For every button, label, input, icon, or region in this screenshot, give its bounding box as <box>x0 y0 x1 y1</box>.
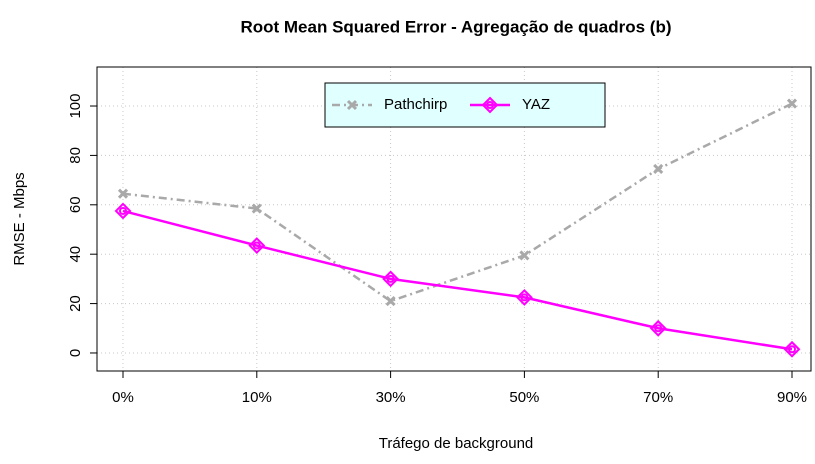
y-tick-label: 20 <box>67 295 84 312</box>
point <box>519 250 530 261</box>
y-tick-label: 40 <box>67 246 84 263</box>
point <box>783 340 801 358</box>
x-tick-label: 10% <box>242 389 272 406</box>
marker-diamond <box>481 96 499 114</box>
legend-label: YAZ <box>522 96 550 113</box>
marker-x <box>117 188 129 199</box>
marker-diamond <box>649 319 667 337</box>
marker-x <box>653 163 664 175</box>
series-line <box>122 102 793 303</box>
marker-x <box>385 296 396 307</box>
marker-diamond <box>515 288 533 306</box>
legend-marker <box>346 99 358 111</box>
y-tick-label: 100 <box>67 94 84 119</box>
x-axis-label: Tráfego de background <box>379 435 534 452</box>
legend-box <box>324 82 606 128</box>
point <box>786 98 798 109</box>
marker-diamond <box>783 340 801 358</box>
plot-frame <box>96 66 812 372</box>
marker-dot <box>119 206 127 215</box>
point <box>515 288 533 306</box>
point <box>649 319 667 337</box>
series-line <box>122 209 793 351</box>
y-tick-label: 60 <box>67 196 84 213</box>
y-tick-label: 80 <box>67 147 84 164</box>
marker-dot <box>520 293 529 302</box>
point <box>117 188 129 199</box>
marker-diamond <box>114 202 132 220</box>
marker-x <box>786 98 798 109</box>
chart-title: Root Mean Squared Error - Agregação de q… <box>240 17 671 36</box>
marker-dot <box>788 345 796 354</box>
marker-dot <box>486 101 494 109</box>
point <box>382 270 400 288</box>
legend-label: Pathchirp <box>384 96 447 113</box>
marker-dot <box>654 324 663 333</box>
x-tick-label: 90% <box>777 389 807 406</box>
marker-diamond <box>248 237 266 254</box>
x-tick-label: 50% <box>509 389 539 406</box>
x-tick-label: 70% <box>643 389 673 406</box>
point <box>251 203 262 214</box>
marker-x <box>251 203 262 214</box>
legend: Pathchirp YAZ <box>324 82 606 128</box>
marker-x <box>519 250 530 261</box>
y-tick-label: 0 <box>67 349 84 357</box>
point <box>653 163 664 175</box>
point <box>385 296 396 307</box>
marker-dot <box>252 241 261 250</box>
point <box>248 237 266 254</box>
marker-x <box>346 99 358 111</box>
x-tick-label: 30% <box>376 389 406 406</box>
marker-diamond <box>382 270 400 288</box>
y-axis-label: RMSE - Mbps <box>11 172 28 265</box>
point <box>114 202 132 220</box>
x-tick-label: 0% <box>112 389 134 406</box>
legend-marker <box>481 96 499 114</box>
marker-dot <box>386 274 395 283</box>
